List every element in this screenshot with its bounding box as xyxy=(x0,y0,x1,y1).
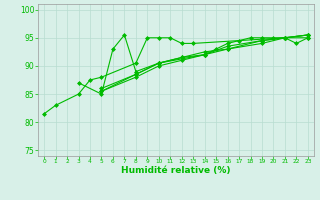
X-axis label: Humidité relative (%): Humidité relative (%) xyxy=(121,166,231,175)
